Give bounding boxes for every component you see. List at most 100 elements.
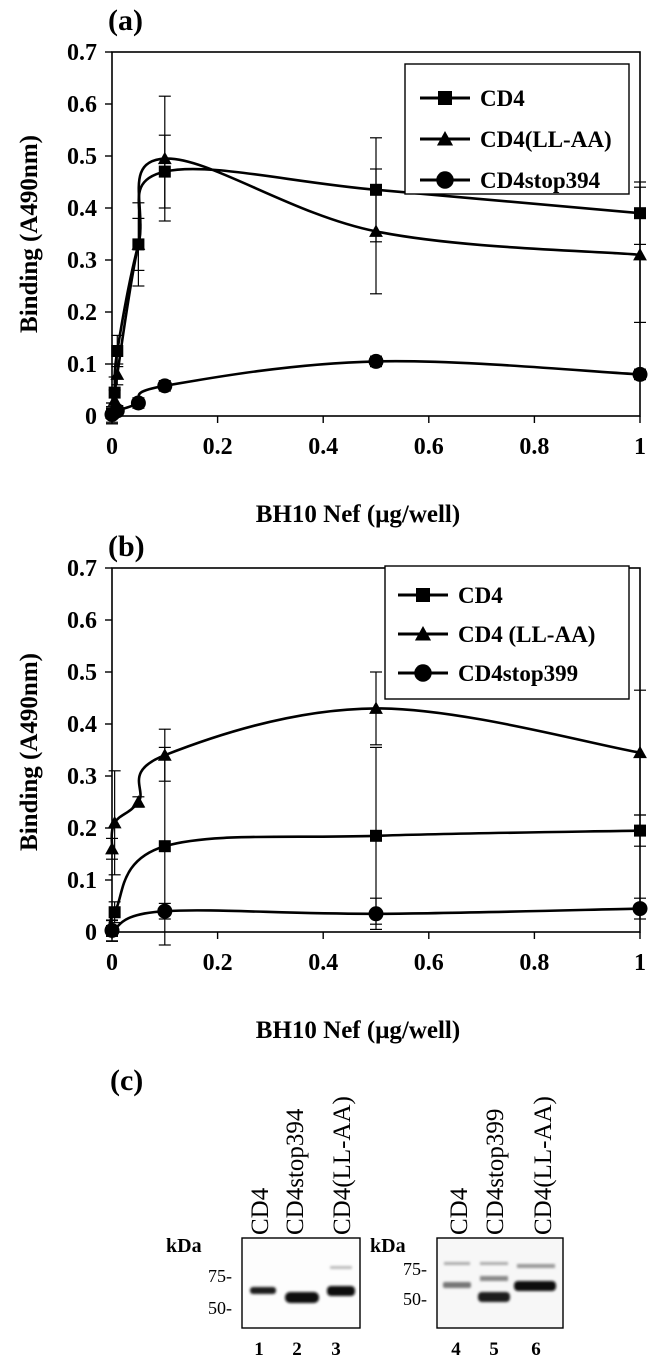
series-b-triangle-point	[633, 745, 647, 759]
series-b-square-point	[108, 906, 121, 919]
panel-label-c: (c)	[110, 1064, 143, 1097]
legend-label: CD4stop399	[458, 661, 578, 686]
y-tick-label: 0	[85, 404, 97, 430]
chart-b: (b) 0 0.1 0.2 0.3 0.4 0.5 0.6 0.7 0 0.2 0.4 0.6 0.8 1…	[16, 530, 648, 1044]
x-tick-label: 0.8	[519, 950, 549, 976]
series-b-triangle-point	[157, 748, 172, 761]
legend-label: CD4(LL-AA)	[480, 127, 612, 152]
y-tick-label: 0.7	[67, 556, 97, 582]
marker-50-right: 50-	[403, 1289, 427, 1309]
x-tick-label: 0.6	[414, 950, 444, 976]
x-tick-label: 0	[106, 950, 118, 976]
y-tick-label: 0.3	[67, 248, 97, 274]
series-b-circle-point	[368, 906, 384, 922]
series-a-circle-point	[632, 366, 648, 382]
series-a-triangle-point	[131, 237, 146, 250]
band-lane-1	[250, 1287, 276, 1294]
legend-entry-b-square: CD4	[398, 583, 503, 608]
legend-entry-b-circle: CD4stop399	[398, 661, 578, 686]
band-lane-3	[327, 1286, 355, 1296]
lane-label-2: CD4stop394	[282, 1108, 309, 1235]
series-group-b	[104, 671, 648, 946]
y-tick-label: 0.6	[67, 92, 97, 118]
legend-triangle-icon	[436, 130, 454, 146]
series-b-triangle	[105, 671, 647, 876]
blot-left: CD4 CD4stop394 CD4(LL-AA) kDa 75- 50- 1 …	[166, 1096, 361, 1360]
faint-band-lane-6a	[517, 1264, 555, 1268]
x-axis-label-a: BH10 Nef (μg/well)	[256, 501, 460, 528]
y-tick-label: 0.7	[67, 40, 97, 66]
x-tick-label: 0	[106, 434, 118, 460]
y-tick-label: 0	[85, 920, 97, 946]
chart-a: (a) 0 0.1 0.2 0.3 0.4 0.5 0.6 0.7 0 0.2 0.4 0.6 0.8 1…	[16, 4, 648, 528]
panel-label-b: (b)	[108, 530, 145, 563]
y-tick-label: 0.4	[67, 712, 97, 738]
legend-label: CD4	[458, 583, 503, 608]
series-b-circle	[104, 897, 648, 942]
x-tick-label: 0.2	[203, 434, 233, 460]
series-b-square-point	[158, 840, 171, 853]
marker-50-left: 50-	[208, 1298, 232, 1318]
x-tick-label: 0.4	[308, 950, 338, 976]
series-a-circle-point	[157, 378, 173, 394]
band-lane-2	[285, 1292, 319, 1303]
y-tick-label: 0.2	[67, 300, 97, 326]
blot-membrane-left	[241, 1237, 361, 1329]
series-a-circle-point	[368, 353, 384, 369]
x-tick-label: 0.2	[203, 950, 233, 976]
y-tick-label: 0.1	[67, 868, 97, 894]
series-a-triangle-point	[157, 151, 172, 165]
legend-square-icon	[416, 588, 430, 602]
series-a-triangle-point	[107, 393, 122, 406]
marker-75-right: 75-	[403, 1259, 427, 1279]
faint-band-lane-4a	[444, 1262, 470, 1265]
legend-square-icon	[438, 91, 452, 105]
panel-label-a: (a)	[108, 4, 143, 37]
series-b-square-point	[370, 829, 382, 842]
band-lane-5	[478, 1292, 510, 1302]
y-tick-label: 0.2	[67, 816, 97, 842]
series-a-triangle-point	[633, 247, 647, 261]
series-b-triangle-point	[105, 841, 119, 855]
lane-number-5: 5	[489, 1339, 499, 1360]
lane-number-2: 2	[292, 1339, 302, 1360]
y-tick-label: 0.3	[67, 764, 97, 790]
y-tick-label: 0.5	[67, 660, 97, 686]
legend-entry-b-triangle: CD4 (LL-AA)	[398, 622, 595, 647]
lane-number-4: 4	[451, 1339, 461, 1360]
lane-label-4: CD4	[446, 1187, 473, 1235]
series-b-circle-point	[157, 903, 173, 919]
series-a-circle-point	[130, 395, 146, 411]
lane-label-3: CD4(LL-AA)	[329, 1096, 356, 1235]
mid-band-lane-5	[480, 1276, 508, 1281]
faint-band-lane-5a	[480, 1262, 508, 1265]
legend-circle-icon	[436, 171, 454, 189]
series-b-circle-line	[111, 907, 641, 932]
y-tick-label: 0.6	[67, 608, 97, 634]
y-axis-label-b: Binding (A490nm)	[16, 653, 43, 851]
y-tick-label: 0.1	[67, 352, 97, 378]
legend-b: CD4 CD4 (LL-AA) CD4stop399	[384, 565, 630, 700]
series-a-triangle-point	[369, 224, 383, 237]
lane-number-6: 6	[531, 1339, 541, 1360]
legend-circle-icon	[414, 664, 432, 682]
x-tick-label: 0.6	[414, 434, 444, 460]
lane-label-5: CD4stop399	[482, 1109, 509, 1235]
x-tick-label: 1	[634, 434, 646, 460]
y-axis-label-a: Binding (A490nm)	[16, 135, 43, 333]
series-b-triangle-point	[131, 795, 146, 808]
lane-label-1: CD4	[247, 1187, 274, 1235]
faint-band-lane-3	[330, 1266, 352, 1269]
blot-right: CD4 CD4stop399 CD4(LL-AA) kDa 75- 50- 4 …	[370, 1096, 564, 1360]
series-a-circle-point	[109, 403, 125, 419]
series-b-circle-point	[104, 922, 120, 938]
legend-a: CD4 CD4(LL-AA) CD4stop394	[404, 63, 630, 195]
blot-panel: (c) CD4 CD4stop394 CD4(LL-AA) kDa 75- 50…	[110, 1064, 564, 1360]
band-lane-4	[443, 1282, 471, 1288]
series-a-triangle-point	[110, 367, 125, 380]
y-tick-label: 0.4	[67, 196, 97, 222]
axis-ticks-a: 0 0.1 0.2 0.3 0.4 0.5 0.6 0.7 0 0.2 0.4 0.6 0.8 1	[67, 40, 646, 460]
x-tick-label: 0.8	[519, 434, 549, 460]
series-b-triangle-point	[107, 815, 122, 829]
series-b-circle-point	[632, 901, 648, 917]
